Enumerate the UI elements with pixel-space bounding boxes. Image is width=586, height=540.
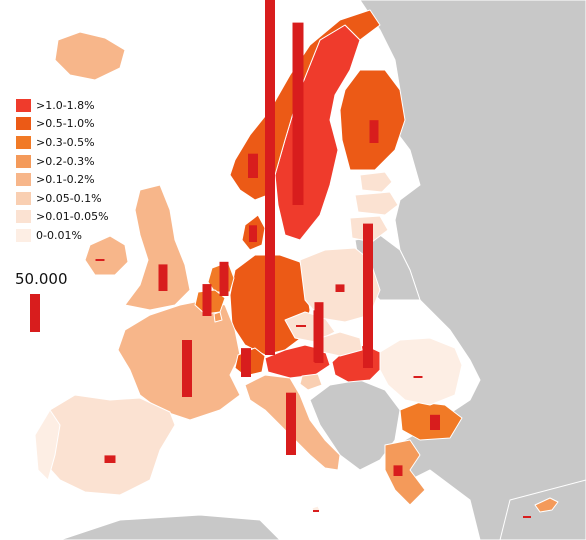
bar-romania bbox=[413, 376, 423, 378]
bar-spain bbox=[104, 455, 116, 463]
bars-layer bbox=[95, 0, 531, 518]
legend-label: >0.05-0.1% bbox=[36, 191, 102, 205]
bar-finland bbox=[369, 120, 379, 143]
legend-item: >0.1-0.2% bbox=[16, 170, 109, 189]
bar-slovakia bbox=[314, 302, 324, 363]
country-spain[interactable] bbox=[39, 394, 176, 496]
legend-label: >0.1-0.2% bbox=[36, 173, 95, 187]
legend-label: >0.3-0.5% bbox=[36, 135, 95, 149]
bar-greece bbox=[393, 465, 403, 476]
bar-denmark bbox=[249, 225, 257, 242]
bar-czech-republic bbox=[296, 325, 306, 327]
country-portugal[interactable] bbox=[34, 409, 61, 481]
legend-item: 0-0.01% bbox=[16, 226, 109, 245]
legend-swatch bbox=[16, 210, 31, 224]
country-romania[interactable] bbox=[379, 337, 463, 406]
country-luxembourg[interactable] bbox=[213, 311, 223, 323]
bar-cyprus bbox=[523, 516, 531, 518]
legend-item: >0.5-1.0% bbox=[16, 115, 109, 134]
bar-belgium bbox=[202, 284, 212, 316]
bar-germany bbox=[265, 0, 275, 356]
country-united-kingdom[interactable] bbox=[124, 184, 191, 311]
country-finland[interactable] bbox=[339, 69, 406, 171]
legend-item: >0.2-0.3% bbox=[16, 152, 109, 171]
bar-sweden bbox=[292, 22, 304, 205]
bar-bulgaria bbox=[430, 414, 440, 430]
legend-swatch bbox=[16, 191, 31, 205]
bar-norway bbox=[248, 153, 258, 178]
non-data-land-shape bbox=[59, 514, 281, 540]
legend-swatch bbox=[16, 173, 31, 187]
bar-malta bbox=[313, 510, 319, 512]
bar-united-kingdom bbox=[158, 264, 168, 291]
country-latvia[interactable] bbox=[354, 191, 399, 216]
legend-item: >1.0-1.8% bbox=[16, 96, 109, 115]
country-iceland[interactable] bbox=[54, 31, 126, 81]
country-ireland[interactable] bbox=[84, 235, 129, 276]
bar-ireland bbox=[95, 259, 105, 261]
legend-swatch bbox=[16, 117, 31, 131]
legend-swatch bbox=[16, 135, 31, 149]
legend-swatch bbox=[16, 154, 31, 168]
bar-poland bbox=[335, 284, 345, 292]
legend-item: >0.05-0.1% bbox=[16, 189, 109, 208]
legend-item: >0.01-0.05% bbox=[16, 208, 109, 227]
scale-label: 50.000 bbox=[15, 270, 68, 288]
country-greece[interactable] bbox=[384, 439, 426, 506]
countries-layer bbox=[34, 9, 559, 514]
country-estonia[interactable] bbox=[359, 171, 393, 193]
legend-item: >0.3-0.5% bbox=[16, 133, 109, 152]
legend-swatch bbox=[16, 98, 31, 112]
country-cyprus[interactable] bbox=[534, 497, 559, 513]
legend-label: >1.0-1.8% bbox=[36, 98, 95, 112]
legend-label: >0.2-0.3% bbox=[36, 154, 95, 168]
bar-italy bbox=[286, 392, 296, 455]
legend-label: 0-0.01% bbox=[36, 228, 82, 242]
bar-netherlands bbox=[219, 261, 229, 296]
country-slovenia[interactable] bbox=[299, 373, 323, 391]
bar-hungary bbox=[363, 223, 373, 368]
legend-label: >0.5-1.0% bbox=[36, 117, 95, 131]
scale-bar bbox=[30, 294, 40, 332]
legend-swatch bbox=[16, 228, 31, 242]
country-france[interactable] bbox=[117, 299, 241, 421]
bar-france bbox=[182, 340, 192, 397]
legend: >1.0-1.8% >0.5-1.0% >0.3-0.5% >0.2-0.3% … bbox=[16, 96, 109, 245]
bar-switzerland bbox=[241, 348, 251, 377]
legend-label: >0.01-0.05% bbox=[36, 210, 109, 224]
